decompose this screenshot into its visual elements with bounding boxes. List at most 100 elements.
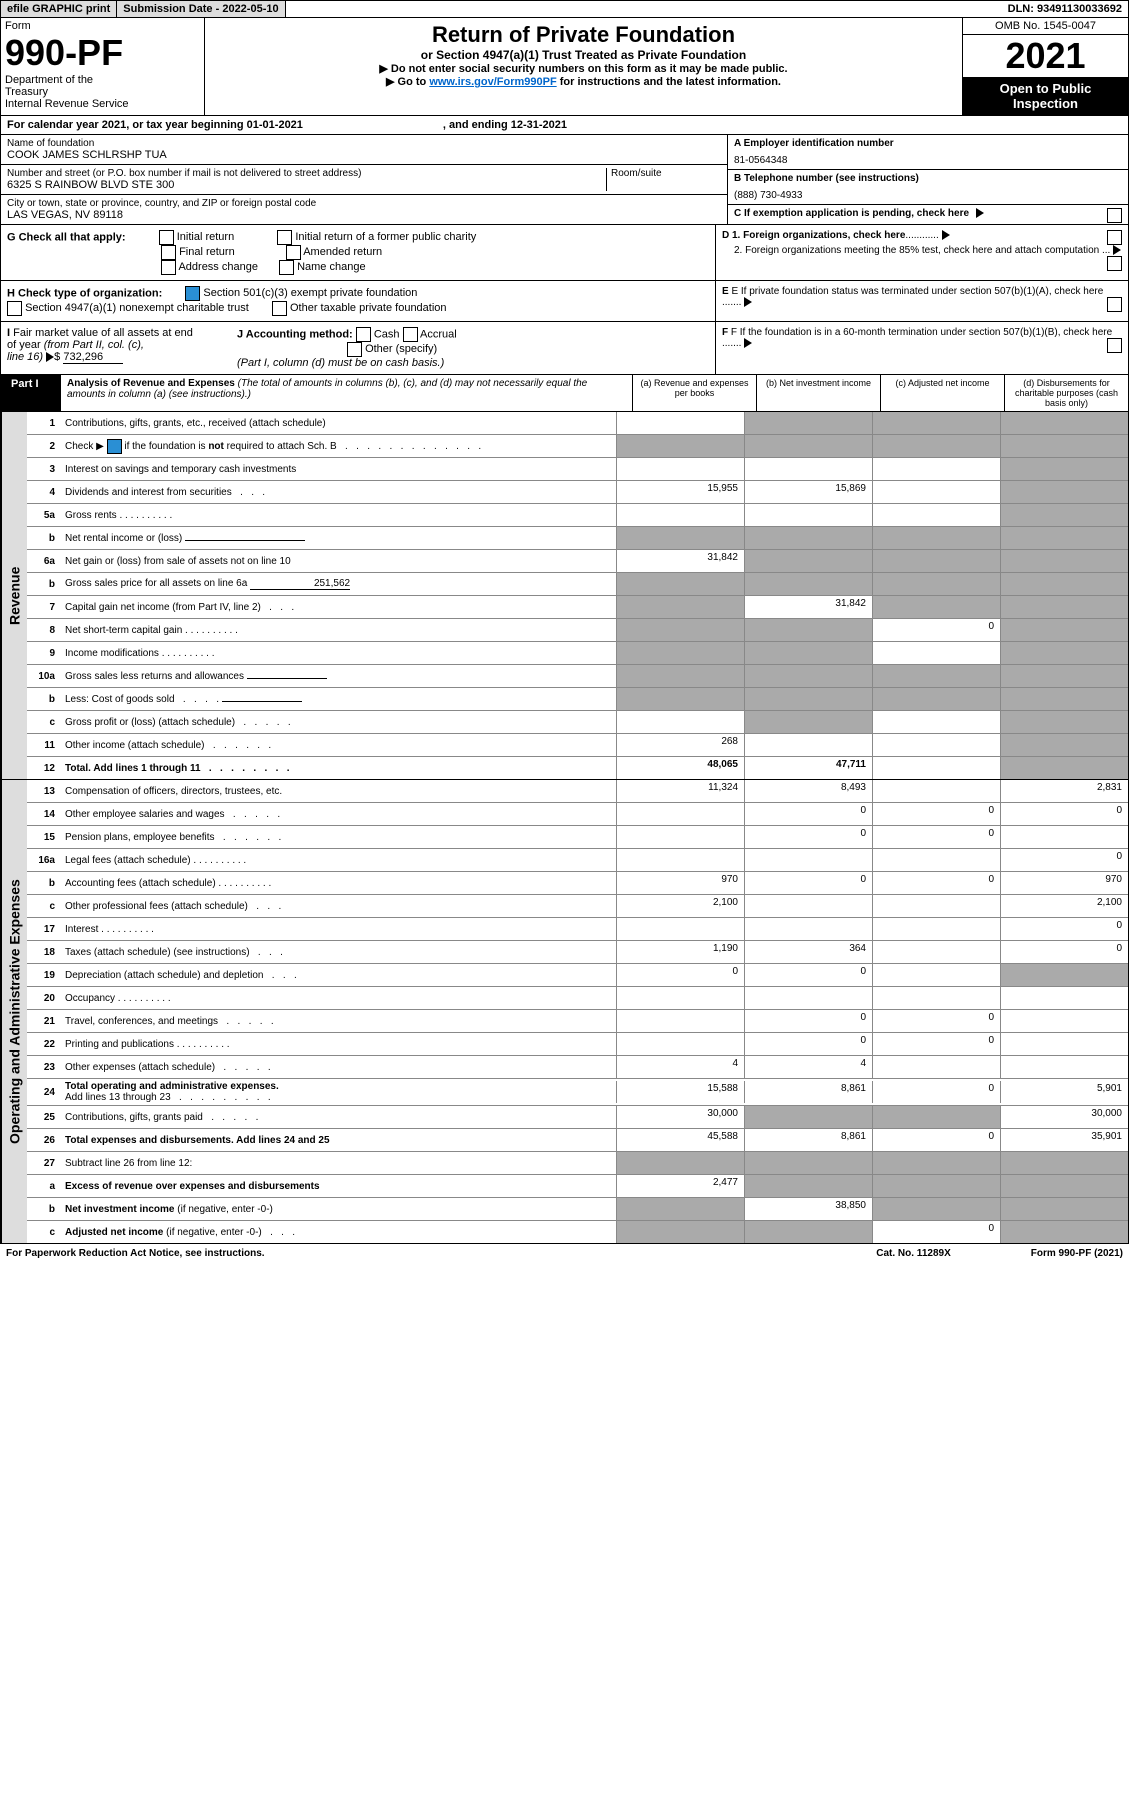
row-num: 21 xyxy=(27,1016,61,1027)
r10a-input[interactable] xyxy=(247,678,327,679)
cell-b xyxy=(744,573,872,595)
instr2: ▶ Go to www.irs.gov/Form990PF for instru… xyxy=(209,75,958,88)
city-cell: City or town, state or province, country… xyxy=(1,195,727,224)
city-label: City or town, state or province, country… xyxy=(7,198,721,209)
arrow-icon xyxy=(744,297,752,307)
r16cl: Other professional fees (attach schedule… xyxy=(65,901,248,912)
cell-c xyxy=(872,573,1000,595)
i-row: I Fair market value of all assets at end… xyxy=(0,322,1129,375)
c-checkbox[interactable] xyxy=(1107,208,1122,223)
row-num: b xyxy=(27,1204,61,1215)
cell-b xyxy=(744,1152,872,1174)
cell-d xyxy=(1000,688,1128,710)
cell-a xyxy=(616,918,744,940)
r5b-input[interactable] xyxy=(185,540,305,541)
j-other: Other (specify) xyxy=(365,343,437,355)
h-cb3[interactable] xyxy=(272,301,287,316)
open-public: Open to Public Inspection xyxy=(963,77,1128,115)
cell-c xyxy=(872,780,1000,802)
cell-c xyxy=(872,642,1000,664)
g-cb3[interactable] xyxy=(161,260,176,275)
d1-checkbox[interactable] xyxy=(1107,230,1122,245)
header-center: Return of Private Foundation or Section … xyxy=(205,18,962,115)
cell-c xyxy=(872,1198,1000,1220)
form-label: Form xyxy=(5,20,200,32)
cell-a: 45,588 xyxy=(616,1129,744,1151)
cell-d xyxy=(1000,458,1128,480)
cal-b: , and ending 12-31-2021 xyxy=(443,119,567,131)
j-cash: Cash xyxy=(374,328,400,340)
g-cb6[interactable] xyxy=(279,260,294,275)
row-num: 25 xyxy=(27,1112,61,1123)
cell-d: 0 xyxy=(1000,941,1128,963)
cell-b xyxy=(744,435,872,457)
row-num: 9 xyxy=(27,648,61,659)
cell-d xyxy=(1000,826,1128,848)
row-label: Gross sales price for all assets on line… xyxy=(61,576,616,592)
row-label: Check ▶ if the foundation is not require… xyxy=(61,437,616,456)
g-cb1[interactable] xyxy=(159,230,174,245)
row-label: Gross profit or (loss) (attach schedule)… xyxy=(61,715,616,730)
d2-checkbox[interactable] xyxy=(1107,256,1122,271)
irs-link[interactable]: www.irs.gov/Form990PF xyxy=(429,76,556,88)
cell-c xyxy=(872,734,1000,756)
j-cb3[interactable] xyxy=(347,342,362,357)
efile-print-button[interactable]: efile GRAPHIC print xyxy=(1,1,117,17)
g-cb2[interactable] xyxy=(161,245,176,260)
cell-a xyxy=(616,688,744,710)
col-b: (b) Net investment income xyxy=(756,375,880,411)
row-num: b xyxy=(27,533,61,544)
cell-c xyxy=(872,941,1000,963)
r7l: Capital gain net income (from Part IV, l… xyxy=(65,602,261,613)
row-label: Other employee salaries and wages . . . … xyxy=(61,807,616,822)
j-cb2[interactable] xyxy=(403,327,418,342)
g-o1: Initial return xyxy=(177,231,234,243)
row-label: Accounting fees (attach schedule) xyxy=(61,876,616,891)
cell-c: 0 xyxy=(872,1010,1000,1032)
cell-b xyxy=(744,734,872,756)
foot-b: Cat. No. 11289X xyxy=(876,1248,950,1259)
r12l: Total. Add lines 1 through 11 xyxy=(65,763,201,774)
row-label: Total expenses and disbursements. Add li… xyxy=(61,1133,616,1148)
r10b-input[interactable] xyxy=(222,701,302,702)
g-cb5[interactable] xyxy=(286,245,301,260)
schb-checkbox[interactable] xyxy=(107,439,122,454)
h-cb1[interactable] xyxy=(185,286,200,301)
row-num: 10a xyxy=(27,671,61,682)
row-num: 1 xyxy=(27,418,61,429)
cell-b xyxy=(744,665,872,687)
r14l: Other employee salaries and wages xyxy=(65,809,225,820)
cell-d xyxy=(1000,412,1128,434)
g-cb4[interactable] xyxy=(277,230,292,245)
cell-b xyxy=(744,849,872,871)
calendar-year-row: For calendar year 2021, or tax year begi… xyxy=(0,116,1129,135)
row-label: Excess of revenue over expenses and disb… xyxy=(61,1179,616,1194)
row-num: 19 xyxy=(27,970,61,981)
e-checkbox[interactable] xyxy=(1107,297,1122,312)
cell-c: 0 xyxy=(872,803,1000,825)
h-cb2[interactable] xyxy=(7,301,22,316)
dln-label: DLN: xyxy=(1008,3,1037,15)
row-num: 3 xyxy=(27,464,61,475)
row-label: Gross sales less returns and allowances xyxy=(61,669,616,684)
addr-label: Number and street (or P.O. box number if… xyxy=(7,168,606,179)
expenses-rows: 13Compensation of officers, directors, t… xyxy=(27,780,1128,1243)
cell-d xyxy=(1000,573,1128,595)
arrow-icon xyxy=(46,352,54,362)
row-num: 24 xyxy=(27,1087,61,1098)
row-num: 17 xyxy=(27,924,61,935)
revenue-table: Revenue 1Contributions, gifts, grants, e… xyxy=(0,412,1129,780)
ein-cell: A Employer identification number 81-0564… xyxy=(728,135,1128,170)
j-cb1[interactable] xyxy=(356,327,371,342)
cell-b xyxy=(744,619,872,641)
cell-a: 0 xyxy=(616,964,744,986)
cell-b xyxy=(744,688,872,710)
f-checkbox[interactable] xyxy=(1107,338,1122,353)
cell-b: 8,493 xyxy=(744,780,872,802)
row-label: Net short-term capital gain xyxy=(61,623,616,638)
cell-d xyxy=(1000,504,1128,526)
cell-c: 0 xyxy=(872,619,1000,641)
row-label: Interest on savings and temporary cash i… xyxy=(61,462,616,477)
h-row: H Check type of organization: Section 50… xyxy=(0,281,1129,322)
i-left: I Fair market value of all assets at end… xyxy=(1,322,716,374)
